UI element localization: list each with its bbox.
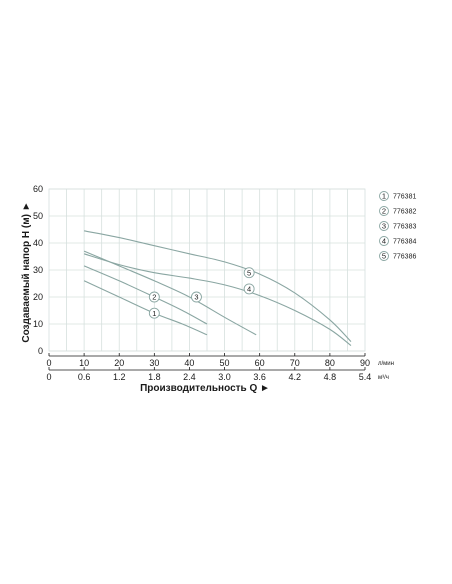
x-tick-label-lpm: 50 [220,358,230,368]
curve-label-number-1: 1 [152,309,156,318]
x-unit-m3h: м³/ч [378,375,389,381]
series-line-776386 [83,230,352,342]
x-tick-label-lpm: 20 [114,358,124,368]
legend-circle-4 [379,236,389,246]
legend-circle-5 [379,251,389,261]
curve-label-circle-1 [148,307,160,319]
legend-label-776383: 776383 [393,224,416,231]
legend-label-776381: 776381 [393,194,416,201]
legend-label-776382: 776382 [393,209,416,216]
y-tick-label: 60 [33,184,43,194]
x-tick-label-m3h: 2.4 [183,372,196,382]
x-tick-label-lpm: 0 [46,358,51,368]
x-tick-label-lpm: 30 [149,358,159,368]
chart-grid [48,188,366,352]
x-tick-label-m3h: 4.8 [324,372,337,382]
x-tick-label-m3h: 1.8 [148,372,161,382]
x-tick-label-m3h: 4.2 [289,372,302,382]
x-tick-label-lpm: 40 [184,358,194,368]
legend-label-776386: 776386 [393,254,416,261]
x-tick-label-lpm: 60 [255,358,265,368]
legend-number-4: 4 [382,237,386,246]
curve-label-number-4: 4 [247,285,251,294]
chart-axes: 0 10 20 30 40 50 60 0 10 20 30 40 50 60 70 80 90 0 0.6 1.2 1… [33,184,371,382]
curve-label-circle-4 [243,283,255,295]
x-tick-label-lpm: 70 [290,358,300,368]
y-tick-label: 0 [38,346,43,356]
y-tick-label: 10 [33,319,43,329]
y-tick-label: 50 [33,211,43,221]
legend: 1 776381 2 776382 3 776383 4 776384 5 776386 [379,191,416,261]
series-line-776384 [83,253,352,347]
legend-circle-1 [379,191,389,201]
curve-label-number-2: 2 [152,293,156,302]
x-tick-label-m3h: 1.2 [113,372,126,382]
y-tick-label: 30 [33,265,43,275]
legend-circle-3 [379,221,389,231]
curve-label-number-5: 5 [247,268,251,277]
curve-label-circle-3 [191,291,202,303]
series-line-776381 [83,280,208,336]
x-tick-label-lpm: 90 [360,358,370,368]
legend-circle-2 [379,206,389,216]
series-line-776383 [83,250,257,336]
chart-series [83,230,352,347]
x-tick-label-m3h: 3.6 [253,372,266,382]
x-tick-label-lpm: 10 [79,358,89,368]
curve-label-circle-2 [148,291,160,303]
y-axis-label: Создаваемый напор H (м) ► [21,201,32,342]
curve-label-circle-5 [243,267,255,279]
x-tick-label-m3h: 0.6 [78,372,91,382]
x-tick-label-m3h: 3.0 [218,372,231,382]
x-tick-label-lpm: 80 [325,358,335,368]
y-tick-label: 20 [33,292,43,302]
curve-label-number-3: 3 [194,293,198,302]
curve-labels: 1 2 3 4 5 [148,267,255,319]
x-unit-lpm: л/мин [378,361,394,367]
y-tick-label: 40 [33,238,43,248]
legend-label-776384: 776384 [393,239,416,246]
legend-number-1: 1 [382,192,386,201]
legend-number-3: 3 [382,222,386,231]
x-axis-label: Производительность Q ► [140,383,270,394]
legend-number-5: 5 [382,252,386,261]
x-tick-label-m3h: 0 [46,372,51,382]
x-tick-label-m3h: 5.4 [359,372,372,382]
series-line-776382 [83,265,208,325]
legend-number-2: 2 [382,207,386,216]
